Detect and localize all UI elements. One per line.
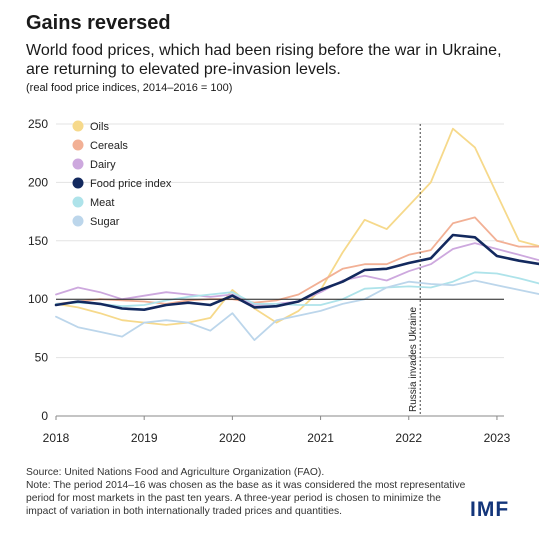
footnotes: Source: United Nations Food and Agricult…	[26, 466, 466, 518]
y-tick-label: 200	[28, 175, 48, 189]
annotation: Russia invades Ukraine	[408, 124, 421, 416]
line-chart: 0 50 100 150 200 250 2018 2019 2020 2021 2022 2023…	[28, 117, 539, 445]
legend-label: Cereals	[90, 140, 128, 152]
legend-swatch	[72, 120, 84, 132]
legend-swatch	[72, 158, 84, 170]
invasion-marker-label: Russia invades Ukraine	[408, 307, 419, 412]
legend-label: Meat	[90, 197, 114, 209]
y-tick-label: 0	[41, 409, 48, 423]
legend: Oils Cereals Dairy Food price index Meat Suga…	[72, 120, 172, 228]
units-note: (real food price indices, 2014–2016 = 10…	[26, 82, 233, 94]
series-line-dairy	[55, 242, 539, 306]
chart-subtitle: World food prices, which had been rising…	[26, 42, 502, 78]
chart-title: Gains reversed	[26, 12, 171, 34]
y-tick-label: 150	[28, 234, 48, 248]
series-line-food-price-index	[54, 233, 539, 311]
series-line-meat	[55, 271, 539, 308]
legend-swatch	[72, 215, 84, 227]
y-axis-labels: 0 50 100 150 200 250	[28, 117, 48, 423]
legend-swatch	[72, 139, 84, 151]
methodology-note: Note: The period 2014–16 was chosen as t…	[26, 480, 466, 517]
legend-label: Dairy	[90, 159, 116, 171]
y-tick-label: 250	[28, 117, 48, 131]
series-line-cereals	[55, 216, 539, 305]
x-tick-label: 2019	[131, 431, 158, 445]
x-tick-label: 2022	[395, 431, 422, 445]
x-tick-label: 2020	[219, 431, 246, 445]
x-tick-label: 2023	[484, 431, 511, 445]
legend-swatch	[72, 177, 84, 189]
x-axis-labels: 2018 2019 2020 2021 2022 2023	[43, 416, 511, 445]
imf-logo: IMF	[470, 498, 510, 521]
x-tick-label: 2018	[43, 431, 70, 445]
legend-label: Oils	[90, 121, 109, 133]
source-note: Source: United Nations Food and Agricult…	[26, 467, 325, 478]
legend-label: Sugar	[90, 216, 120, 228]
series-lines	[54, 127, 539, 341]
legend-swatch	[72, 196, 84, 208]
y-tick-label: 100	[28, 292, 48, 306]
y-tick-label: 50	[35, 351, 49, 365]
x-tick-label: 2021	[307, 431, 334, 445]
legend-label: Food price index	[90, 178, 172, 190]
series-line-sugar	[55, 279, 539, 341]
